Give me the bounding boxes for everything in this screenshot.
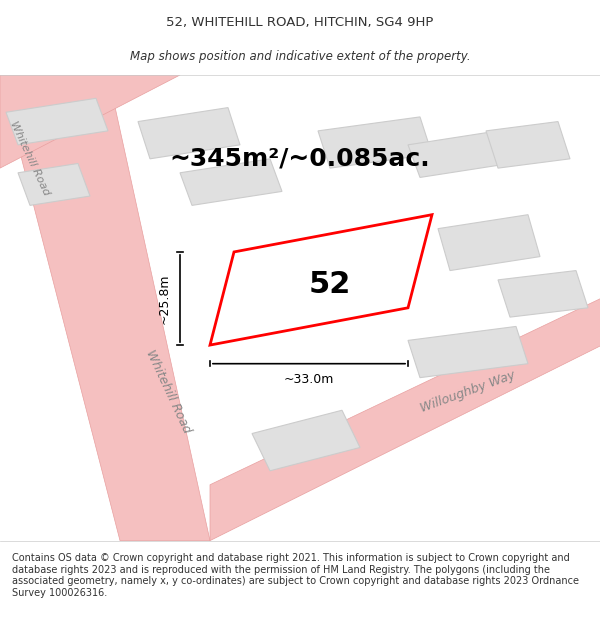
Text: ~33.0m: ~33.0m [284,373,334,386]
Polygon shape [210,214,432,345]
Polygon shape [18,164,90,206]
Text: Contains OS data © Crown copyright and database right 2021. This information is : Contains OS data © Crown copyright and d… [12,553,579,598]
Text: 52, WHITEHILL ROAD, HITCHIN, SG4 9HP: 52, WHITEHILL ROAD, HITCHIN, SG4 9HP [166,16,434,29]
Polygon shape [252,410,360,471]
Text: Map shows position and indicative extent of the property.: Map shows position and indicative extent… [130,50,470,62]
Polygon shape [408,131,510,178]
Polygon shape [438,214,540,271]
Text: ~345m²/~0.085ac.: ~345m²/~0.085ac. [170,147,430,171]
Polygon shape [408,326,528,378]
Text: Willoughby Way: Willoughby Way [419,368,517,415]
Polygon shape [486,121,570,168]
Polygon shape [6,98,108,145]
Text: Whitehill Road: Whitehill Road [8,120,52,198]
Polygon shape [180,159,282,206]
Text: Whitehill Road: Whitehill Road [143,348,193,436]
Polygon shape [318,117,432,168]
Polygon shape [138,107,240,159]
Polygon shape [498,271,588,317]
Text: ~25.8m: ~25.8m [158,273,171,324]
Polygon shape [0,75,180,168]
Polygon shape [0,75,210,541]
Text: 52: 52 [309,270,351,299]
Polygon shape [210,284,600,541]
